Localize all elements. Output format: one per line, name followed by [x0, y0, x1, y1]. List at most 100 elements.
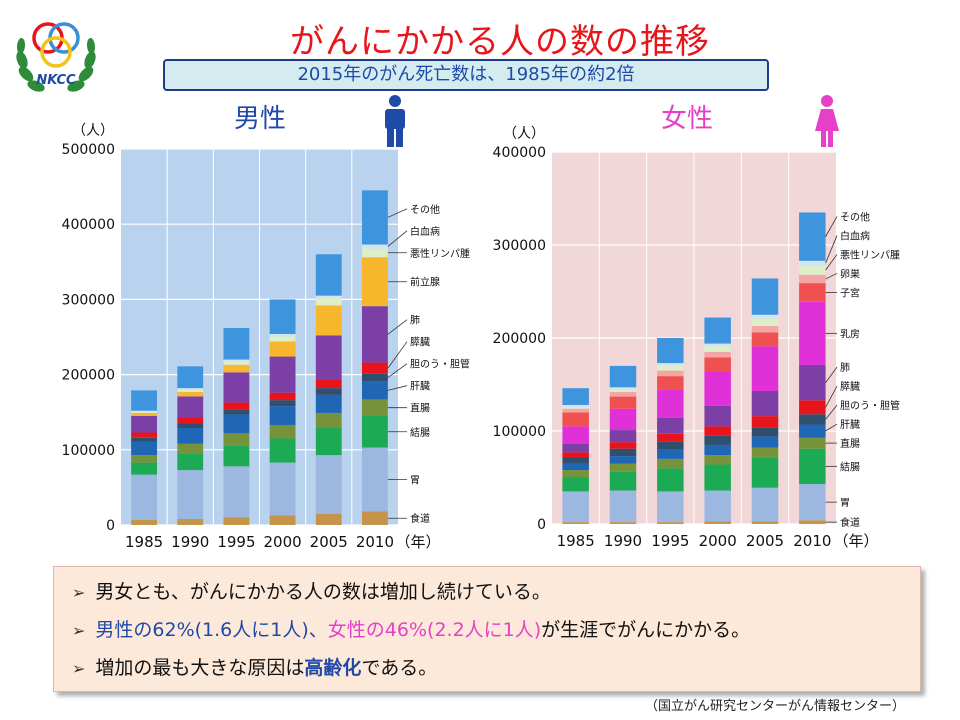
bar-segment	[269, 356, 296, 393]
leader-line	[387, 385, 408, 391]
bar-segment	[704, 490, 731, 522]
bar-segment	[315, 295, 342, 298]
bar-segment	[131, 519, 158, 525]
bar-segment	[704, 346, 731, 352]
bar-segment	[751, 416, 779, 428]
bar-segment	[799, 448, 826, 485]
bar-segment	[177, 518, 204, 525]
leader-line	[387, 363, 408, 378]
bar-segment	[799, 484, 826, 521]
bar-segment	[751, 436, 779, 448]
y-tick-label: 100000	[62, 443, 115, 459]
bar-segment	[751, 314, 779, 319]
bar-segment	[609, 389, 637, 392]
bar-segment	[657, 441, 684, 450]
bar-segment	[751, 325, 779, 333]
series-label: 膵臓	[840, 381, 860, 393]
series-label: 白血病	[410, 225, 440, 238]
y-axis-label: （人）	[503, 126, 545, 142]
bar-segment	[562, 452, 589, 458]
note-3-emph: 高齢化	[304, 657, 362, 679]
bar-segment	[562, 477, 589, 492]
bar-segment	[609, 456, 637, 464]
bar-segment	[609, 408, 637, 431]
bar-segment	[799, 400, 826, 415]
bar-segment	[751, 318, 779, 326]
bar-segment	[562, 463, 589, 471]
series-label: 前立腺	[410, 276, 440, 289]
leader-line	[387, 341, 408, 369]
bar-segment	[315, 427, 342, 456]
note-3: ➢ 増加の最も大きな原因は高齢化である。	[72, 653, 437, 680]
bar-segment	[315, 513, 342, 525]
bar-segment	[223, 409, 250, 415]
bar-segment	[751, 332, 779, 347]
bar-segment	[799, 414, 826, 425]
bar-segment	[361, 381, 388, 400]
y-tick-label: 400000	[62, 217, 115, 233]
x-tick-label: 2000	[263, 533, 301, 551]
y-tick-label: 400000	[493, 145, 546, 161]
bar-segment	[315, 254, 342, 296]
series-label: 胃	[410, 475, 420, 487]
woman-icon	[815, 95, 839, 147]
x-axis-label: （年）	[833, 532, 878, 550]
x-tick-label: 1985	[557, 532, 595, 550]
series-label: 肺	[410, 315, 420, 327]
bar-segment	[269, 392, 296, 401]
bar-segment	[751, 487, 779, 522]
x-tick-label: 1985	[125, 533, 163, 551]
bar-segment	[177, 453, 204, 471]
note-2-sep: 、	[308, 619, 328, 641]
bar-segment	[751, 278, 779, 315]
bar-segment	[131, 390, 158, 411]
bar-segment	[562, 491, 589, 523]
series-label: 結腸	[840, 460, 860, 473]
bar-segment	[315, 379, 342, 389]
leader-line	[387, 208, 408, 218]
man-icon	[385, 95, 405, 147]
bar-segment	[751, 447, 779, 458]
leader-line	[825, 404, 838, 420]
bar-segment	[657, 376, 684, 390]
x-tick-label: 1990	[171, 533, 209, 551]
series-label: 胆のう・胆管	[840, 399, 900, 412]
leader-line	[387, 230, 408, 247]
series-label: 悪性リンパ腫	[840, 248, 900, 261]
note-2-rest: が生涯でがんにかかる。	[541, 619, 751, 641]
bar-segment	[131, 432, 158, 438]
bar-segment	[361, 257, 388, 307]
bar-segment	[609, 463, 637, 472]
leader-line	[825, 273, 838, 280]
series-label: 肝臓	[410, 381, 430, 393]
bar-segment	[177, 423, 204, 428]
bar-segment	[609, 391, 637, 397]
note-2: ➢ 男性の62%(1.6人に1人)、女性の46%(2.2人に1人)が生涯でがんにか…	[72, 615, 750, 642]
bar-segment	[177, 389, 204, 392]
series-label: 胃	[840, 497, 850, 509]
bar-segment	[269, 299, 296, 334]
bar-segment	[223, 361, 250, 365]
series-label: 結腸	[410, 426, 430, 439]
bar-segment	[562, 426, 589, 445]
arrow-icon: ➢	[72, 659, 86, 678]
bar-segment	[361, 248, 388, 258]
x-tick-label: 2000	[699, 532, 737, 550]
bar-segment	[361, 373, 388, 382]
note-2-female: 女性の46%(2.2人に1人)	[327, 619, 542, 641]
bar-segment	[562, 444, 589, 453]
slide-title: がんにかかる人の数の推移	[290, 22, 710, 62]
bar-segment	[315, 394, 342, 413]
bar-segment	[704, 455, 731, 465]
leader-line	[825, 385, 838, 408]
bar-segment	[657, 433, 684, 442]
male-chart-title: 男性	[234, 104, 287, 134]
bar-segment	[562, 457, 589, 464]
bar-segment	[361, 415, 388, 448]
series-label: その他	[410, 203, 440, 216]
y-tick-label: 0	[537, 517, 546, 533]
male-stacked-bar-chart: 0 100000 200000 300000 400000 500000 1985 1990 1…	[62, 123, 470, 551]
bar-segment	[609, 522, 637, 524]
bar-segment	[704, 405, 731, 427]
bar-segment	[269, 515, 296, 525]
